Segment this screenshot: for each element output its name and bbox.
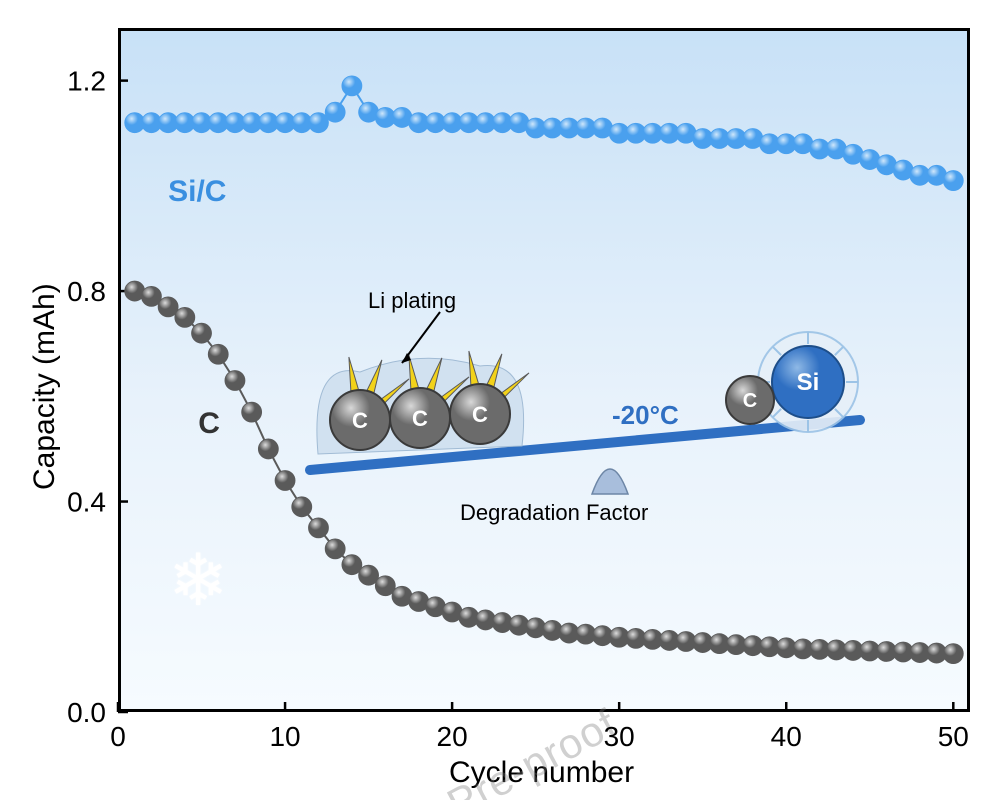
svg-text:0.4: 0.4 bbox=[67, 487, 106, 518]
svg-text:C: C bbox=[743, 390, 757, 412]
svg-text:0: 0 bbox=[110, 721, 126, 752]
svg-text:C: C bbox=[472, 402, 488, 427]
svg-text:1.2: 1.2 bbox=[67, 66, 106, 97]
svg-text:C: C bbox=[352, 408, 368, 433]
svg-text:0.8: 0.8 bbox=[67, 276, 106, 307]
svg-text:50: 50 bbox=[938, 721, 969, 752]
figure-root: Capacity (mAh) Cycle number ❄ Pre-proof … bbox=[0, 0, 994, 800]
svg-text:10: 10 bbox=[269, 721, 300, 752]
svg-text:C: C bbox=[412, 406, 428, 431]
svg-text:20: 20 bbox=[437, 721, 468, 752]
svg-text:0.0: 0.0 bbox=[67, 697, 106, 728]
svg-text:Si: Si bbox=[797, 369, 820, 396]
overlay-svg: 0 10 20 30 40 50 0.0 0.4 0.8 1.2 C C C Si C bbox=[0, 0, 994, 800]
svg-text:40: 40 bbox=[771, 721, 802, 752]
svg-text:30: 30 bbox=[604, 721, 635, 752]
